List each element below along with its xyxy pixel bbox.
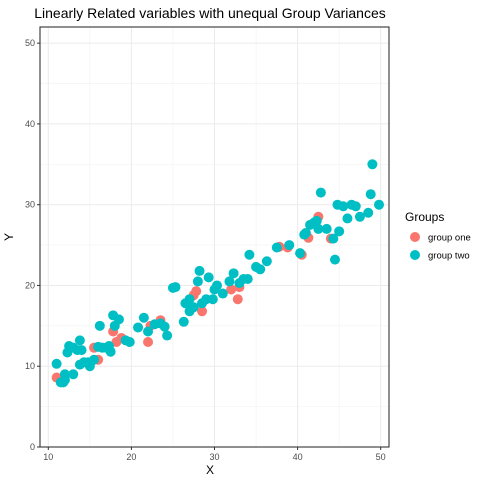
legend: Groups group one group two <box>405 210 471 262</box>
data-points <box>51 159 385 388</box>
legend-title: Groups <box>405 210 444 224</box>
point-group-one <box>143 337 154 347</box>
chart-title: Linearly Related variables with unequal … <box>34 5 386 21</box>
point-group-two <box>328 233 339 244</box>
point-group-one <box>232 294 243 305</box>
point-group-two <box>170 282 181 293</box>
point-group-two <box>338 201 349 212</box>
legend-label-group-two: group two <box>428 251 470 262</box>
point-group-two <box>244 249 255 260</box>
point-group-two <box>300 227 311 238</box>
point-group-two <box>367 159 378 170</box>
point-group-two <box>315 187 326 198</box>
point-group-two <box>159 321 170 332</box>
point-group-two <box>211 280 222 291</box>
y-axis-label: Y <box>2 233 16 241</box>
axes: 10 20 30 40 50 0 10 20 30 40 50 <box>25 38 386 462</box>
point-group-two <box>374 199 385 210</box>
point-group-two <box>363 207 374 218</box>
x-tick-label: 30 <box>209 452 219 462</box>
point-group-two <box>51 358 62 369</box>
point-group-two <box>228 268 239 279</box>
x-axis-label: X <box>206 463 214 477</box>
point-group-two <box>321 223 332 234</box>
legend-key-group-two <box>410 250 420 260</box>
point-group-two <box>89 354 100 365</box>
point-group-two <box>194 265 205 276</box>
point-group-two <box>178 316 189 327</box>
point-group-two <box>76 345 87 356</box>
point-group-two <box>242 274 253 284</box>
legend-label-group-one: group one <box>428 233 471 244</box>
point-group-two <box>133 322 144 333</box>
point-group-two <box>188 302 199 313</box>
point-group-two <box>207 294 218 305</box>
point-group-two <box>350 201 361 212</box>
point-group-two <box>192 276 203 287</box>
x-tick-label: 50 <box>376 452 386 462</box>
point-group-two <box>224 276 235 287</box>
point-group-two <box>255 264 266 275</box>
point-group-two <box>311 215 322 226</box>
point-group-two <box>124 337 135 347</box>
point-group-two <box>329 254 340 265</box>
point-group-two <box>295 248 306 259</box>
point-group-two <box>217 288 228 299</box>
point-group-two <box>94 320 105 331</box>
y-tick-label: 30 <box>25 200 35 210</box>
y-tick-label: 10 <box>25 361 35 371</box>
point-group-two <box>143 326 154 337</box>
point-group-two <box>184 294 195 305</box>
point-group-two <box>59 374 70 385</box>
x-tick-label: 40 <box>293 452 303 462</box>
point-group-two <box>271 242 282 253</box>
y-tick-label: 40 <box>25 119 35 129</box>
legend-key-group-one <box>410 232 420 242</box>
point-group-two <box>203 272 214 283</box>
point-group-two <box>342 213 353 224</box>
x-tick-label: 10 <box>43 452 53 462</box>
point-group-two <box>334 226 345 237</box>
point-group-two <box>105 346 116 357</box>
point-group-one <box>226 284 237 295</box>
point-group-two <box>261 256 272 267</box>
legend-items: group one group two <box>410 232 471 262</box>
point-group-one <box>197 306 208 317</box>
point-group-two <box>138 312 149 323</box>
y-tick-label: 50 <box>25 38 35 48</box>
point-group-one <box>191 286 202 297</box>
point-group-two <box>284 240 295 251</box>
point-group-two <box>74 335 85 346</box>
y-tick-label: 20 <box>25 280 35 290</box>
point-group-two <box>354 211 365 222</box>
point-group-two <box>313 223 324 234</box>
point-group-two <box>162 330 173 341</box>
x-tick-label: 20 <box>126 452 136 462</box>
y-tick-label: 0 <box>30 442 35 452</box>
point-group-two <box>365 189 376 200</box>
point-group-two <box>113 314 124 325</box>
point-group-two <box>68 369 79 380</box>
